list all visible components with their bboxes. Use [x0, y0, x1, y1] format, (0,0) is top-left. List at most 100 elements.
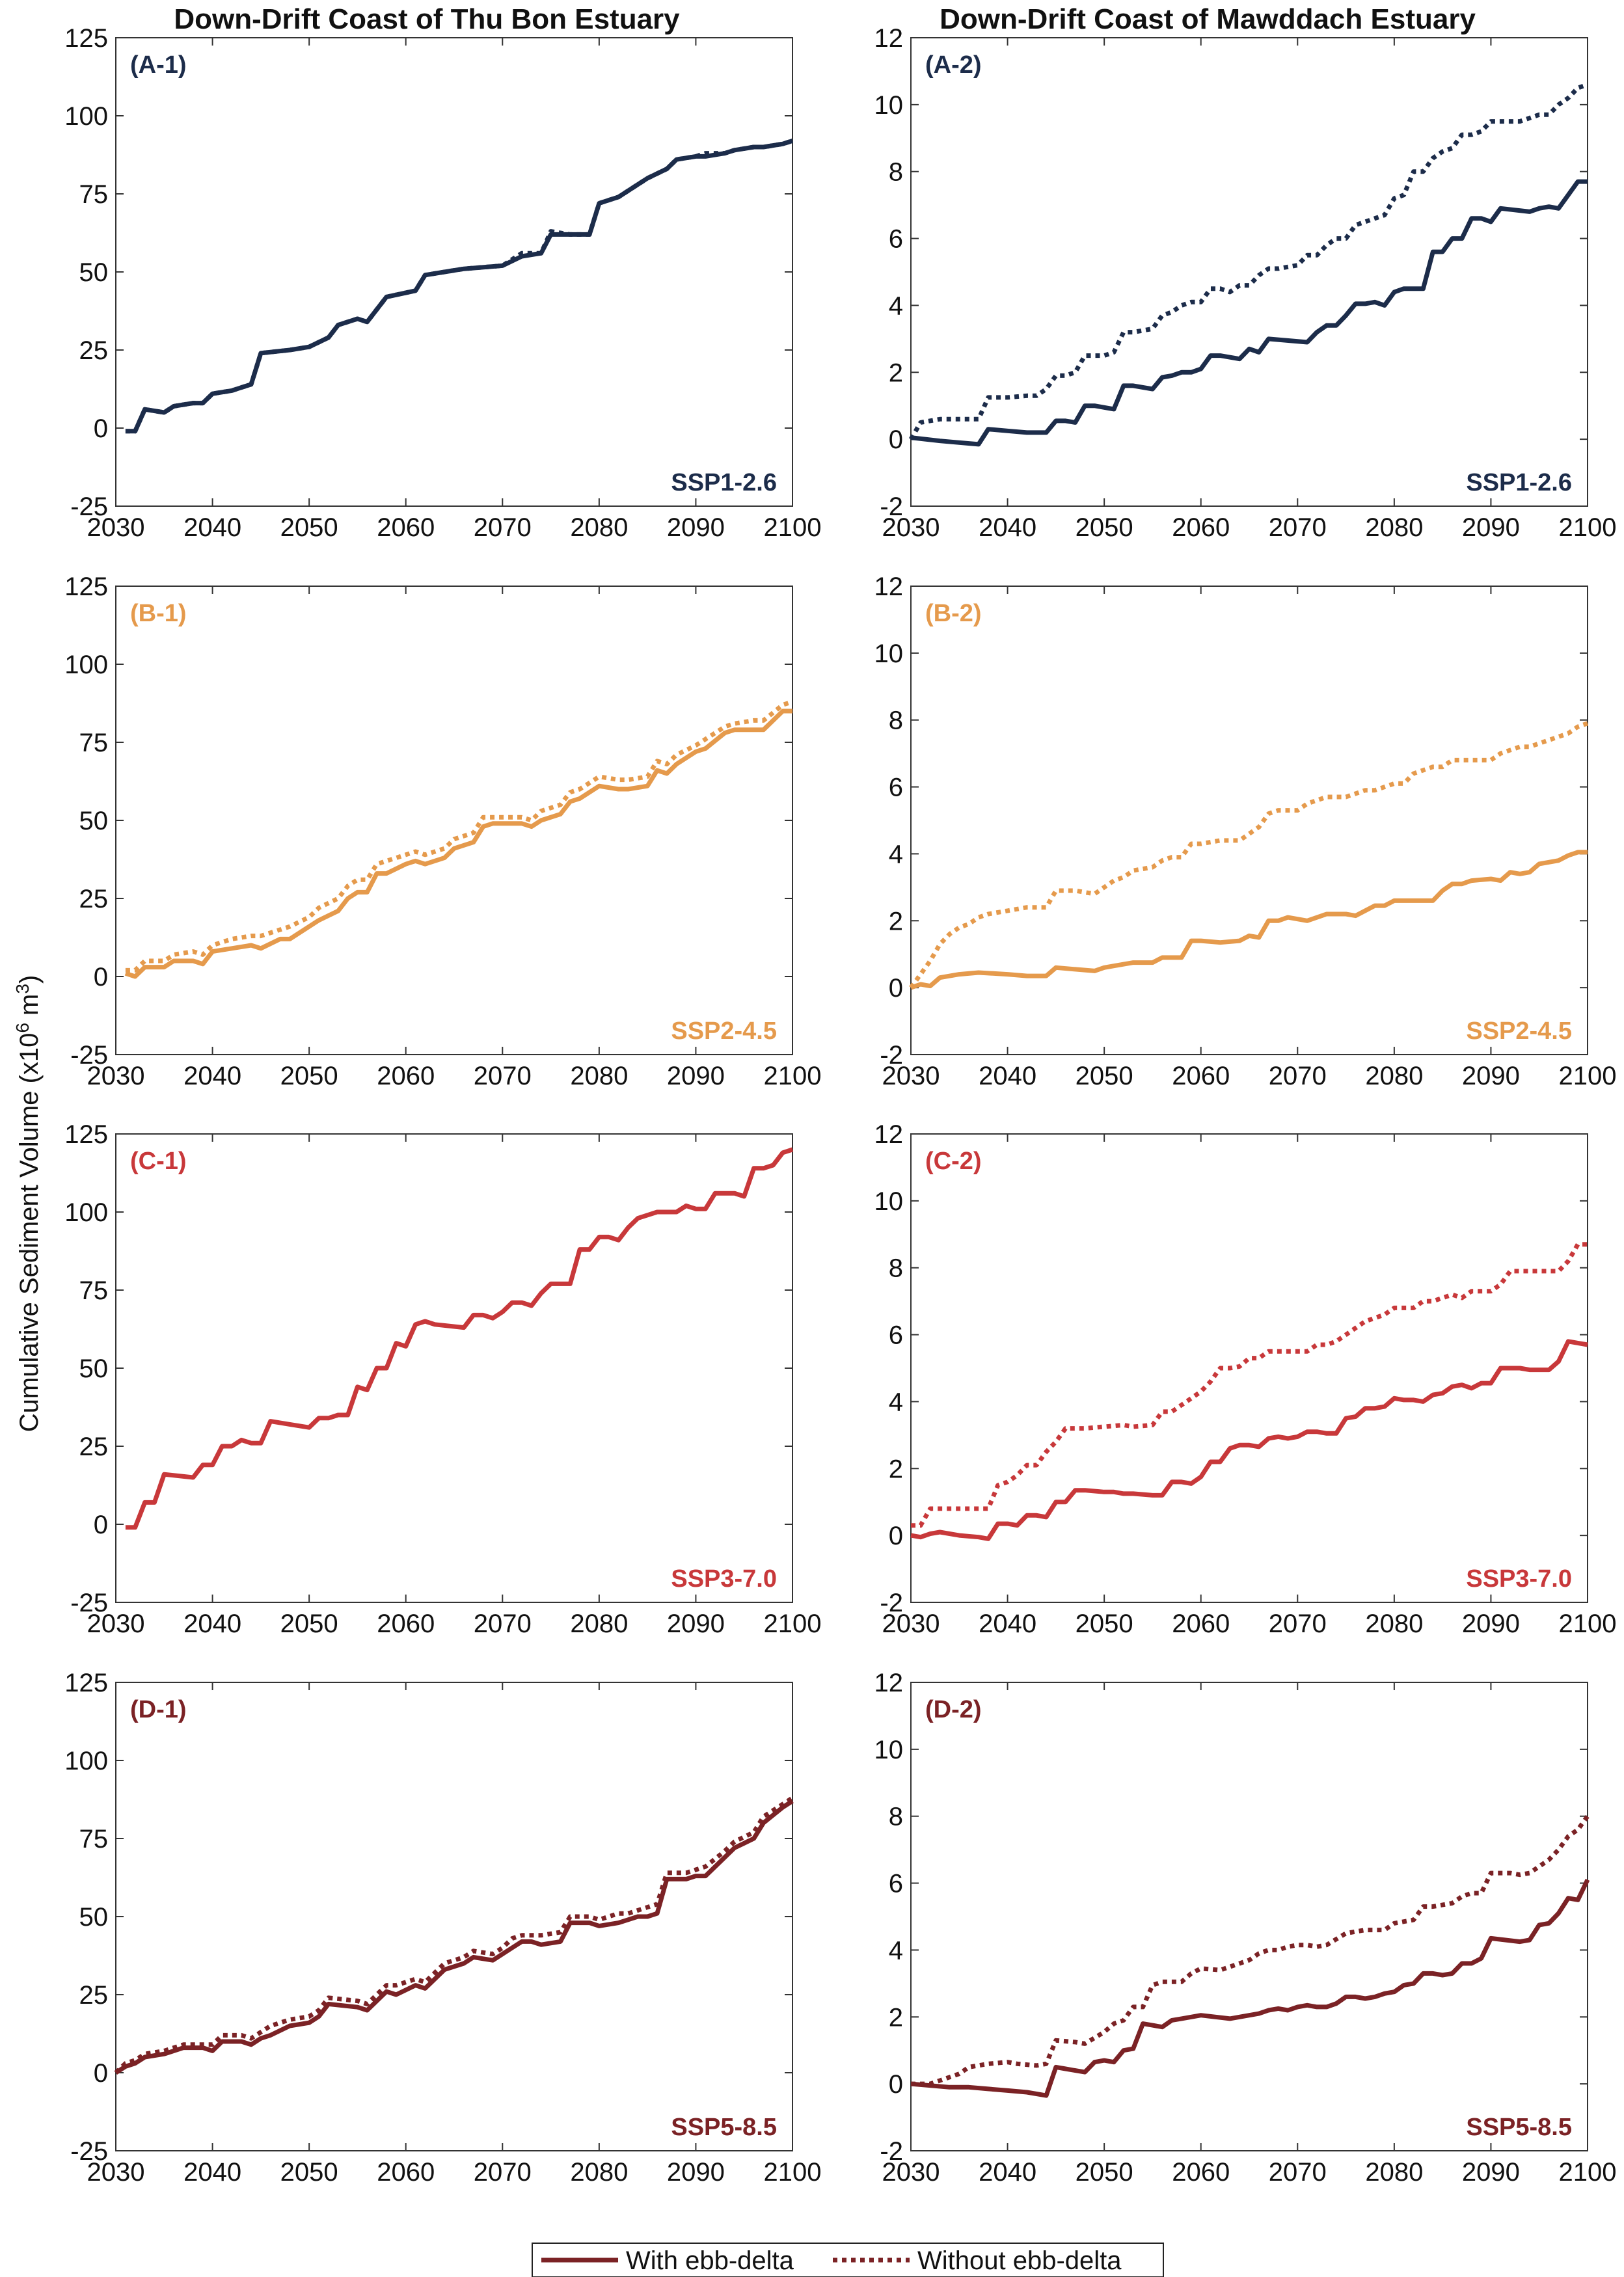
x-tick-label: 2030 — [882, 1610, 940, 1638]
series-line-without-ebb-delta — [908, 82, 1589, 440]
panel-label: (A-1) — [130, 51, 187, 79]
x-tick-label: 2040 — [979, 513, 1036, 542]
y-tick-label: 8 — [889, 1254, 903, 1283]
y-tick-label: -25 — [70, 1589, 108, 1617]
scenario-label: SSP2-4.5 — [1466, 1017, 1572, 1045]
x-tick-label: 2050 — [280, 1610, 338, 1638]
y-tick-label: 75 — [79, 1276, 109, 1305]
panel-b-1: 2030 2040 2050 2060 2070 2080 2090 2100 -25 0 25 50… — [64, 573, 821, 1090]
panel-label: (C-2) — [925, 1148, 982, 1175]
y-tick-label: 75 — [79, 729, 109, 757]
series-line-without-ebb-delta — [911, 1242, 1588, 1528]
x-tick-label: 2070 — [1269, 1062, 1327, 1090]
y-tick-label: 12 — [874, 573, 904, 601]
x-tick-label: 2090 — [1462, 513, 1520, 542]
x-tick-label: 2070 — [1269, 513, 1327, 542]
y-tick-label: -2 — [880, 2137, 903, 2166]
y-axis-label-exponent-2: 3 — [12, 984, 33, 994]
panel-d-1: 2030 2040 2050 2060 2070 2080 2090 2100 -25 0 25 50… — [64, 1669, 821, 2187]
legend: With ebb-delta Without ebb-delta — [532, 2243, 1164, 2277]
series-line-with-ebb-delta — [125, 1147, 794, 1530]
y-tick-label: 50 — [79, 258, 109, 287]
plot-area-d-2 — [910, 1682, 1588, 2151]
y-tick-label: 25 — [79, 336, 109, 365]
x-tick-label: 2100 — [1559, 1610, 1617, 1638]
plot-area-d-1 — [115, 1682, 793, 2151]
x-tick-label: 2050 — [1076, 2158, 1133, 2187]
panel-label: (C-1) — [130, 1148, 187, 1175]
x-tick-label: 2070 — [474, 2158, 532, 2187]
y-tick-label: 4 — [889, 291, 903, 320]
x-tick-label: 2030 — [882, 1062, 940, 1090]
y-tick-label: 125 — [64, 573, 108, 601]
column-title-right: Down-Drift Coast of Mawddach Estuary — [940, 3, 1476, 35]
panel-label: (B-2) — [925, 600, 982, 627]
x-tick-label: 2040 — [979, 1062, 1036, 1090]
panel-label: (B-1) — [130, 600, 187, 627]
series-line-without-ebb-delta — [125, 139, 794, 434]
series-line-with-ebb-delta — [910, 850, 1588, 990]
y-tick-label: 0 — [94, 963, 108, 991]
x-tick-label: 2030 — [87, 1062, 145, 1090]
series-line-with-ebb-delta — [124, 708, 792, 979]
x-tick-label: 2090 — [667, 1062, 725, 1090]
scenario-label: SSP3-7.0 — [1466, 1565, 1572, 1593]
series-line-with-ebb-delta — [910, 1878, 1590, 2098]
y-tick-label: 8 — [889, 707, 903, 735]
x-tick-label: 2040 — [183, 513, 241, 542]
y-axis-label-main: Cumulative Sediment Volume (x10 — [15, 1033, 44, 1433]
series-line-without-ebb-delta — [125, 699, 794, 973]
y-tick-label: 12 — [874, 1669, 904, 1697]
y-tick-label: 25 — [79, 1981, 109, 2010]
x-tick-label: 2070 — [474, 1610, 532, 1638]
x-tick-label: 2070 — [474, 1062, 532, 1090]
series-line-without-ebb-delta — [911, 1814, 1590, 2086]
x-tick-label: 2100 — [764, 1062, 822, 1090]
x-tick-label: 2050 — [280, 1062, 338, 1090]
series-line-without-ebb-delta — [114, 1796, 794, 2075]
y-tick-label: 6 — [889, 1321, 903, 1350]
y-tick-label: 100 — [64, 1747, 108, 1775]
panels: 2030 2040 2050 2060 2070 2080 2090 2100-2502550… — [64, 24, 1616, 2187]
x-tick-label: 2100 — [1559, 1062, 1617, 1090]
scenario-label: SSP2-4.5 — [671, 1017, 777, 1045]
panel-a-2: 2030 2040 2050 2060 2070 2080 2090 2100 -2 0 2 4 6 8 1… — [874, 24, 1617, 542]
x-tick-label: 2050 — [280, 513, 338, 542]
y-tick-label: 2 — [889, 358, 903, 387]
y-tick-label: 0 — [889, 974, 903, 1003]
legend-box — [532, 2243, 1164, 2277]
y-tick-label: -25 — [70, 2137, 108, 2166]
x-tick-label: 2070 — [1269, 2158, 1327, 2187]
plot-area-a-2 — [910, 37, 1588, 507]
x-tick-label: 2080 — [570, 1610, 628, 1638]
x-tick-label: 2060 — [1172, 1062, 1230, 1090]
x-tick-label: 2100 — [1559, 513, 1617, 542]
y-tick-label: 10 — [874, 1187, 904, 1216]
y-tick-label: -2 — [880, 1041, 903, 1070]
x-tick-label: 2080 — [570, 1062, 628, 1090]
series-line-with-ebb-delta — [910, 179, 1588, 447]
y-tick-label: 6 — [889, 1870, 903, 1898]
y-tick-label: 12 — [874, 1120, 904, 1149]
scenario-label: SSP5-8.5 — [1466, 2114, 1572, 2141]
x-tick-label: 2050 — [280, 2158, 338, 2187]
panel-b-2: 2030 2040 2050 2060 2070 2080 2090 2100 -2 0 2 4 6 8 1… — [874, 573, 1617, 1090]
column-title-left: Down-Drift Coast of Thu Bon Estuary — [174, 3, 680, 35]
x-tick-label: 2030 — [882, 2158, 940, 2187]
y-tick-label: 0 — [94, 1511, 108, 1539]
y-tick-label: -25 — [70, 492, 108, 521]
y-tick-label: 2 — [889, 1455, 903, 1483]
y-tick-label: 75 — [79, 180, 109, 209]
x-tick-label: 2060 — [1172, 1610, 1230, 1638]
series-line-with-ebb-delta — [910, 1339, 1588, 1541]
y-tick-label: 2 — [889, 2003, 903, 2032]
x-tick-label: 2030 — [87, 2158, 145, 2187]
y-tick-label: 0 — [889, 1522, 903, 1550]
x-tick-label: 2080 — [570, 2158, 628, 2187]
y-tick-label: 125 — [64, 1669, 108, 1697]
y-tick-label: 12 — [874, 24, 904, 53]
x-tick-label: 2090 — [667, 2158, 725, 2187]
legend-solid-label: With ebb-delta — [626, 2246, 794, 2275]
plot-area-c-2 — [910, 1133, 1588, 1603]
